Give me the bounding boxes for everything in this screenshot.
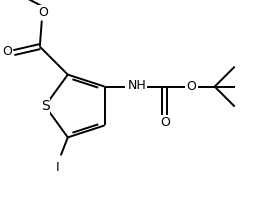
Text: I: I [56,161,59,174]
Text: NH: NH [127,79,146,92]
Text: O: O [38,6,48,19]
Text: O: O [160,116,170,129]
Text: O: O [2,45,12,58]
Text: O: O [186,80,196,93]
Text: S: S [41,99,49,113]
